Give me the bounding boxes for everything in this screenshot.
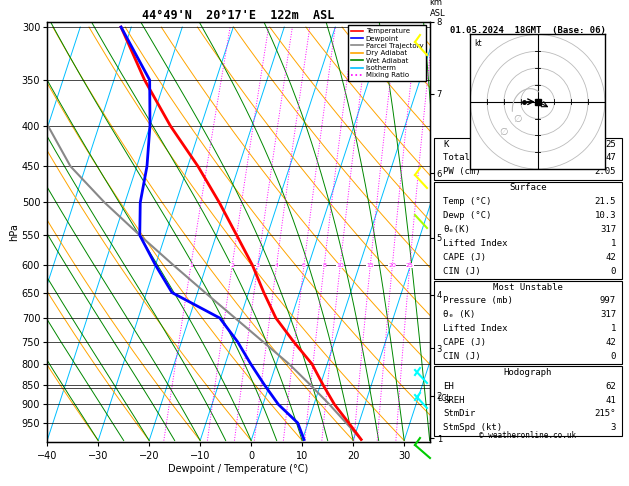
- Text: PW (cm): PW (cm): [443, 167, 481, 176]
- Text: km
ASL: km ASL: [430, 0, 445, 17]
- Text: 41: 41: [605, 396, 616, 405]
- Text: 3: 3: [611, 423, 616, 433]
- Text: 2.05: 2.05: [594, 167, 616, 176]
- Text: SREH: SREH: [443, 396, 465, 405]
- Text: θₑ(K): θₑ(K): [443, 225, 470, 234]
- Text: 4: 4: [275, 262, 279, 268]
- Text: K: K: [443, 139, 449, 149]
- Text: Totals Totals: Totals Totals: [443, 154, 513, 162]
- X-axis label: Dewpoint / Temperature (°C): Dewpoint / Temperature (°C): [169, 464, 309, 474]
- Bar: [433, 138, 622, 179]
- Text: 62: 62: [605, 382, 616, 391]
- Text: Pressure (mb): Pressure (mb): [443, 296, 513, 305]
- Text: 6: 6: [302, 262, 306, 268]
- Text: Lifted Index: Lifted Index: [443, 239, 508, 248]
- Text: 21.5: 21.5: [594, 197, 616, 206]
- Bar: [433, 281, 622, 364]
- Text: 2: 2: [230, 262, 234, 268]
- Text: 10.3: 10.3: [594, 211, 616, 220]
- Y-axis label: hPa: hPa: [9, 223, 19, 241]
- Text: 20: 20: [389, 262, 396, 268]
- Text: CIN (J): CIN (J): [443, 352, 481, 361]
- Text: Surface: Surface: [509, 183, 547, 192]
- Legend: Temperature, Dewpoint, Parcel Trajectory, Dry Adiabat, Wet Adiabat, Isotherm, Mi: Temperature, Dewpoint, Parcel Trajectory…: [348, 25, 426, 81]
- Text: 0: 0: [611, 352, 616, 361]
- Text: StmSpd (kt): StmSpd (kt): [443, 423, 503, 433]
- Text: EH: EH: [443, 382, 454, 391]
- Text: © weatheronline.co.uk: © weatheronline.co.uk: [479, 431, 576, 440]
- Text: 8: 8: [322, 262, 326, 268]
- Text: 317: 317: [600, 225, 616, 234]
- Text: Lifted Index: Lifted Index: [443, 324, 508, 333]
- Text: 317: 317: [600, 310, 616, 319]
- Text: 997: 997: [600, 296, 616, 305]
- Text: 10: 10: [337, 262, 344, 268]
- Text: LCL: LCL: [437, 394, 451, 403]
- Text: 3: 3: [256, 262, 260, 268]
- Text: 47: 47: [605, 154, 616, 162]
- Text: CAPE (J): CAPE (J): [443, 338, 486, 347]
- Text: 01.05.2024  18GMT  (Base: 06): 01.05.2024 18GMT (Base: 06): [450, 26, 606, 35]
- Text: 42: 42: [605, 338, 616, 347]
- Text: 25: 25: [605, 139, 616, 149]
- Text: Temp (°C): Temp (°C): [443, 197, 492, 206]
- Text: 15: 15: [367, 262, 374, 268]
- Text: θₑ (K): θₑ (K): [443, 310, 476, 319]
- Text: 1: 1: [611, 324, 616, 333]
- Text: Hodograph: Hodograph: [504, 368, 552, 377]
- Text: 0: 0: [611, 266, 616, 276]
- Bar: [433, 182, 622, 279]
- Text: 1: 1: [189, 262, 193, 268]
- Text: CIN (J): CIN (J): [443, 266, 481, 276]
- Bar: [433, 366, 622, 435]
- Text: 42: 42: [605, 253, 616, 261]
- Text: CAPE (J): CAPE (J): [443, 253, 486, 261]
- Text: StmDir: StmDir: [443, 410, 476, 418]
- Title: 44°49'N  20°17'E  122m  ASL: 44°49'N 20°17'E 122m ASL: [142, 9, 335, 22]
- Text: Most Unstable: Most Unstable: [493, 282, 563, 292]
- Text: 25: 25: [406, 262, 414, 268]
- Text: 1: 1: [611, 239, 616, 248]
- Text: 215°: 215°: [594, 410, 616, 418]
- Text: Dewp (°C): Dewp (°C): [443, 211, 492, 220]
